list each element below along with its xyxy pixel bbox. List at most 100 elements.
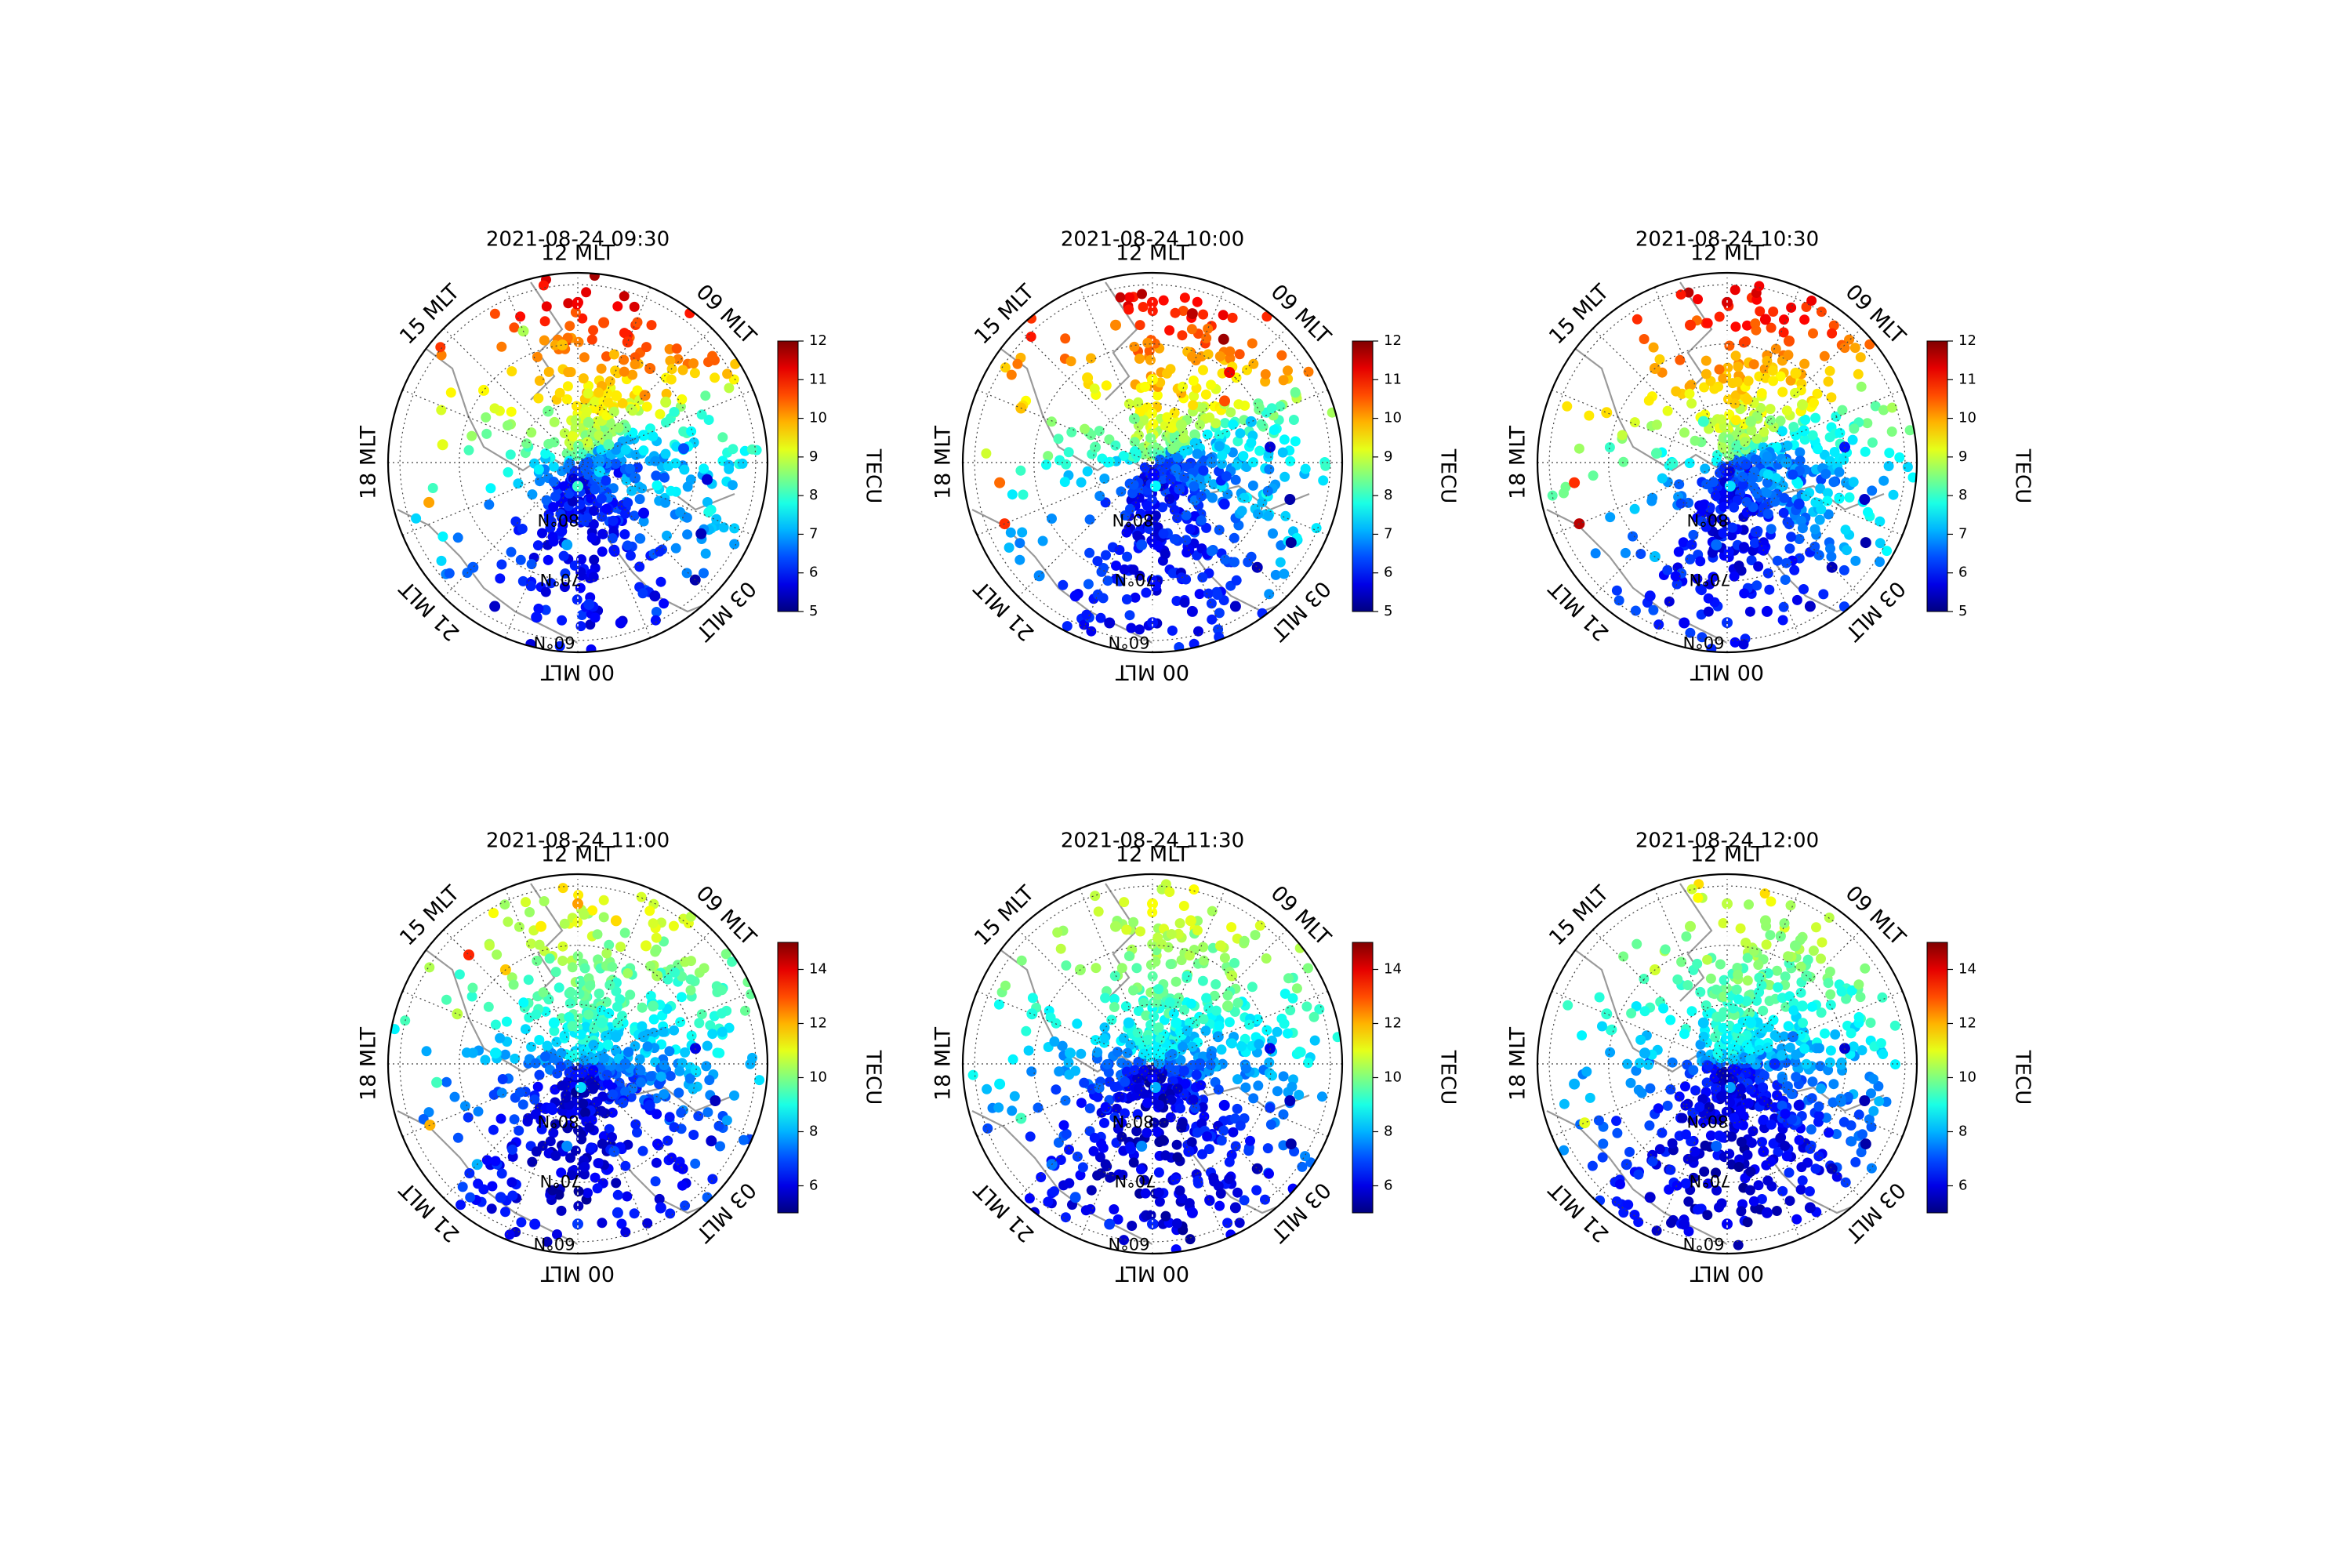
tec-point (521, 897, 531, 908)
tec-point (1785, 900, 1796, 911)
lat-label: 80°N (538, 510, 579, 529)
tec-point (678, 426, 689, 437)
tec-point (1135, 926, 1145, 937)
tec-point (1148, 419, 1159, 430)
tec-point (1160, 1150, 1171, 1161)
tec-point (1239, 492, 1250, 503)
tec-point (1738, 639, 1749, 650)
tec-point (441, 1076, 452, 1087)
tec-point (1665, 1084, 1676, 1095)
tec-point (1218, 1099, 1230, 1111)
tec-point (557, 615, 568, 626)
tec-point (1779, 1031, 1790, 1042)
tec-point (1169, 534, 1180, 545)
tec-point (619, 354, 630, 365)
tec-point (1681, 1129, 1691, 1140)
tec-point (1824, 1057, 1835, 1068)
tec-point (1202, 1131, 1213, 1142)
tec-point (1697, 1094, 1708, 1105)
tec-point (1141, 1010, 1152, 1021)
tec-point (1187, 1041, 1198, 1052)
panel-plot-area: 80°N70°N60°N (963, 273, 1342, 652)
tec-point (660, 396, 672, 408)
tec-point (583, 380, 593, 391)
mlt-meridian (1152, 1063, 1328, 1138)
tec-points (411, 273, 762, 652)
tec-point (646, 320, 657, 331)
tec-point (1171, 976, 1181, 987)
tec-point (1226, 922, 1237, 933)
tec-point (1090, 441, 1101, 453)
tec-point (1768, 376, 1779, 387)
tec-point (467, 982, 478, 993)
tec-point (1171, 1139, 1182, 1150)
tec-point (1174, 918, 1185, 929)
tec-point (1134, 624, 1145, 635)
tec-point (1284, 1095, 1296, 1106)
tec-point (1218, 310, 1229, 321)
tec-point (596, 363, 607, 374)
tec-point (1750, 527, 1761, 538)
tec-point (1597, 1021, 1607, 1032)
tec-point (1136, 539, 1148, 550)
tec-point (1823, 978, 1834, 989)
tec-point (1254, 445, 1265, 456)
mlt-meridian (504, 287, 579, 463)
tec-point (523, 1112, 534, 1123)
tec-point (1095, 612, 1106, 623)
tec-point (1261, 1025, 1272, 1036)
tec-point (620, 508, 630, 519)
tec-point (1748, 1126, 1759, 1137)
tec-point (1768, 1014, 1779, 1025)
tec-point (538, 280, 549, 291)
tec-point (1686, 884, 1697, 895)
tec-point (1686, 539, 1697, 550)
tec-point (1134, 570, 1145, 581)
tec-point (703, 506, 714, 517)
tec-point (1133, 1006, 1144, 1016)
tec-point (637, 588, 648, 599)
tec-point (466, 991, 477, 1002)
tec-point (1618, 951, 1629, 962)
tec-point (688, 1130, 699, 1140)
tec-point (1826, 392, 1837, 403)
tec-points (967, 879, 1342, 1254)
tec-point (1705, 973, 1716, 984)
tec-point (1632, 314, 1642, 325)
tec-point (1131, 1126, 1142, 1137)
tec-point (1055, 943, 1066, 954)
tec-point (481, 428, 492, 439)
tec-point (1620, 547, 1631, 558)
tec-point (707, 350, 718, 361)
tec-point (1631, 1001, 1642, 1011)
tec-point (1671, 579, 1682, 590)
mlt-meridian (1152, 1063, 1287, 1199)
tec-point (1742, 975, 1753, 986)
tec-point (1242, 365, 1252, 376)
tec-point (1718, 528, 1729, 539)
tec-point (557, 956, 568, 966)
tec-point (1724, 466, 1735, 477)
tec-point (1773, 1146, 1784, 1157)
tec-point (1006, 369, 1017, 380)
tec-point (1804, 1186, 1815, 1196)
tec-point (584, 1122, 595, 1133)
tec-point (1662, 1100, 1673, 1111)
tec-point (1061, 1128, 1072, 1139)
tec-point (651, 607, 662, 617)
tec-point (1224, 1156, 1235, 1167)
tec-point (423, 1107, 434, 1118)
tec-point (1101, 550, 1111, 561)
tec-point (436, 350, 447, 361)
tec-point (1079, 619, 1090, 630)
tec-point (514, 1125, 524, 1136)
mlt-meridian (1018, 929, 1153, 1065)
tec-point (1780, 1141, 1791, 1151)
tec-point (1815, 483, 1826, 494)
tec-point (1104, 1218, 1116, 1230)
tec-point (1826, 551, 1837, 562)
tec-point (1171, 1065, 1181, 1076)
tec-point (654, 1193, 665, 1204)
tec-point (550, 1150, 561, 1161)
tec-point (1226, 1038, 1237, 1049)
